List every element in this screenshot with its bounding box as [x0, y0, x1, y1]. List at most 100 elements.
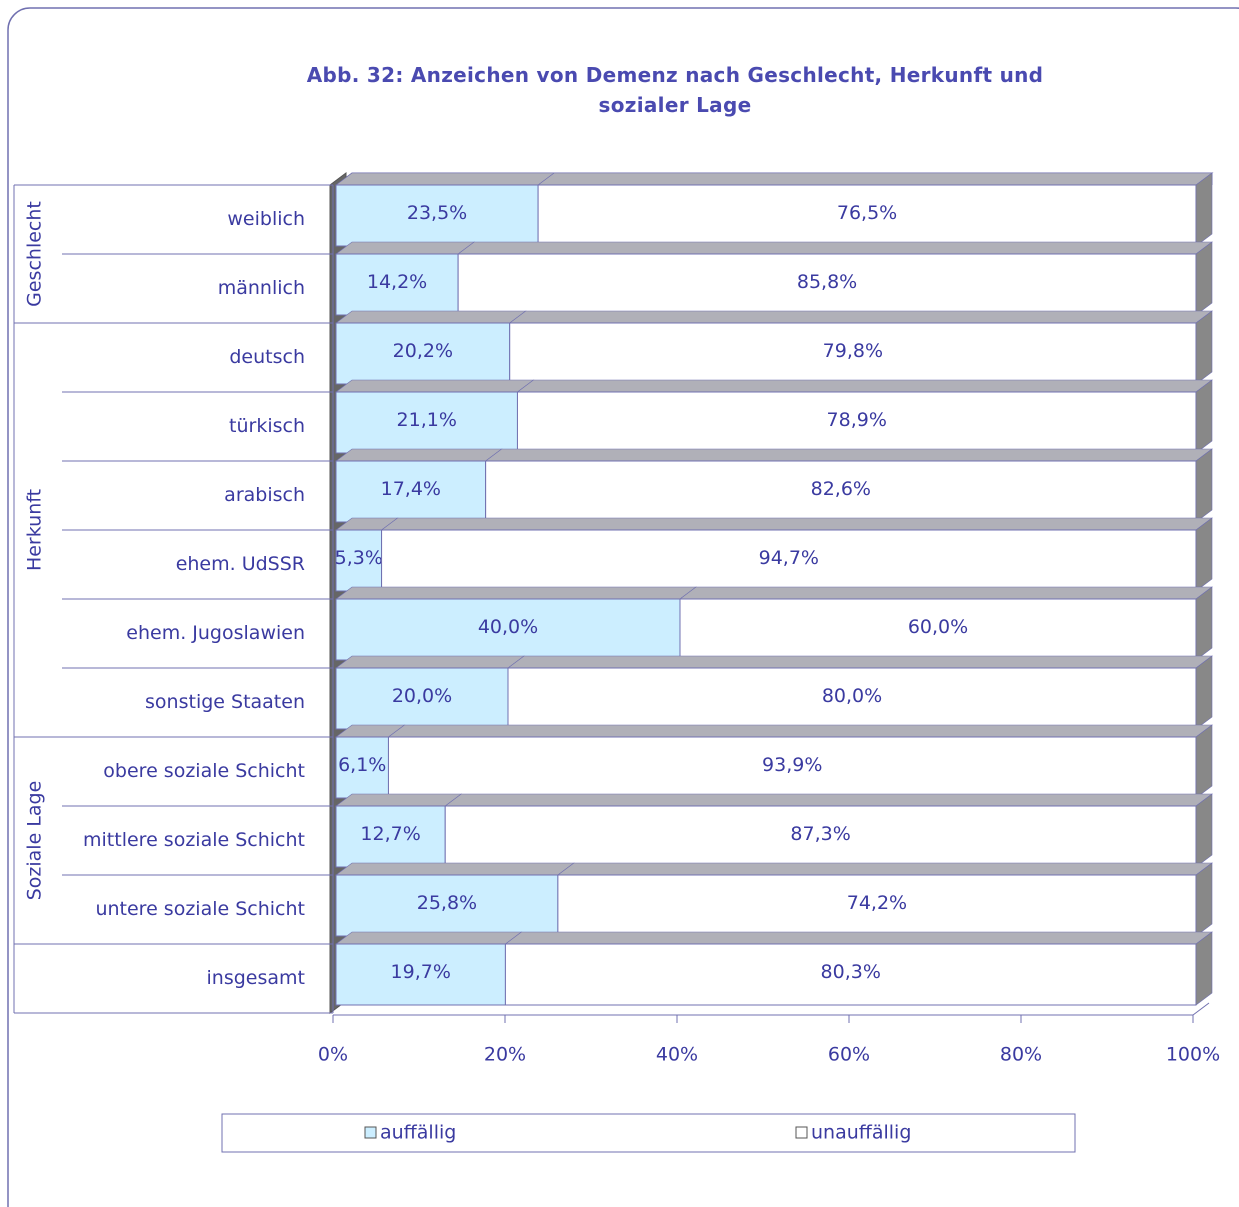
y-tick-label: untere soziale Schicht [95, 898, 305, 920]
data-label: 12,7% [360, 823, 420, 845]
group-label: Geschlecht [24, 201, 46, 307]
data-label: 87,3% [790, 823, 850, 845]
bar [679, 598, 1197, 661]
chart-border [7, 7, 1239, 1207]
data-label: 60,0% [908, 616, 968, 638]
bar [335, 460, 487, 523]
group-label: Herkunft [24, 489, 46, 571]
bar [335, 529, 383, 592]
y-tick-label: obere soziale Schicht [103, 760, 305, 782]
bar-top [335, 379, 535, 393]
bar-top [335, 931, 523, 945]
bar [335, 184, 539, 247]
data-label: 82,6% [811, 478, 871, 500]
y-tick-label: mittlere soziale Schicht [83, 829, 305, 851]
bar-top [537, 172, 1213, 186]
bar-side [1195, 862, 1213, 937]
bar-top [444, 793, 1213, 807]
x-tick-label: 60% [828, 1044, 870, 1066]
bar-side [1195, 793, 1213, 868]
data-label: 79,8% [823, 340, 883, 362]
x-tick-label: 0% [318, 1044, 348, 1066]
group-label: Soziale Lage [24, 781, 46, 901]
data-label: 5,3% [335, 547, 383, 569]
bar-top [335, 793, 463, 807]
bar-top [335, 586, 697, 600]
bar [444, 805, 1197, 868]
bar-top [335, 448, 503, 462]
data-label: 76,5% [837, 202, 897, 224]
bar-side [1195, 172, 1213, 247]
bar-side [1195, 448, 1213, 523]
bar-top [516, 379, 1213, 393]
data-label: 19,7% [391, 961, 451, 983]
y-tick-label: arabisch [224, 484, 305, 506]
x-axis-depth [1192, 1002, 1210, 1016]
data-label: 93,9% [762, 754, 822, 776]
x-tick-label: 20% [484, 1044, 526, 1066]
data-label: 74,2% [847, 892, 907, 914]
data-label: 80,0% [822, 685, 882, 707]
bar-side [1195, 931, 1213, 1006]
bar-side [1195, 586, 1213, 661]
y-tick-label: insgesamt [207, 967, 305, 989]
data-label: 85,8% [797, 271, 857, 293]
bar-top [380, 517, 1213, 531]
bar [557, 874, 1197, 937]
chart-title: Abb. 32: Anzeichen von Demenz nach Gesch… [306, 63, 1044, 117]
bar [335, 943, 506, 1006]
legend-label: unauffällig [811, 1122, 911, 1144]
data-label: 94,7% [759, 547, 819, 569]
bar [335, 874, 559, 937]
data-label: 25,8% [417, 892, 477, 914]
bar-top [335, 862, 575, 876]
bar-top [484, 448, 1213, 462]
bar-side [1195, 379, 1213, 454]
bar [485, 460, 1197, 523]
data-label: 17,4% [381, 478, 441, 500]
x-tick-label: 40% [656, 1044, 698, 1066]
legend-label: auffällig [380, 1122, 456, 1144]
bar-top [679, 586, 1213, 600]
data-label: 20,2% [393, 340, 453, 362]
bar [516, 391, 1197, 454]
bar [457, 253, 1197, 316]
data-label: 40,0% [478, 616, 538, 638]
bar-side [1195, 310, 1213, 385]
bar [335, 322, 511, 385]
bar [335, 598, 681, 661]
data-label: 14,2% [367, 271, 427, 293]
bar [335, 253, 459, 316]
bar-top [335, 310, 527, 324]
y-tick-label: männlich [218, 277, 305, 299]
data-label: 21,1% [397, 409, 457, 431]
bar-side [1195, 655, 1213, 730]
bar-top [387, 724, 1213, 738]
x-tick-label: 100% [1166, 1044, 1220, 1066]
bar-top [556, 862, 1213, 876]
legend-box [221, 1113, 1076, 1153]
bar-side [1195, 241, 1213, 316]
bar-top [335, 655, 525, 669]
bar-top [504, 931, 1213, 945]
y-tick-label: deutsch [229, 346, 305, 368]
bar-top [508, 310, 1213, 324]
data-label: 78,9% [827, 409, 887, 431]
y-tick-label: sonstige Staaten [145, 691, 305, 713]
bar-top [507, 655, 1213, 669]
data-label: 6,1% [338, 754, 386, 776]
data-label: 80,3% [821, 961, 881, 983]
y-tick-label: ehem. Jugoslawien [126, 622, 305, 644]
legend-swatch [364, 1126, 377, 1139]
bar-top [335, 172, 555, 186]
data-label: 23,5% [407, 202, 467, 224]
bar [381, 529, 1197, 592]
bar-side [1195, 724, 1213, 799]
bar [507, 667, 1197, 730]
bar-top [335, 241, 476, 255]
y-tick-label: ehem. UdSSR [176, 553, 305, 575]
bar [335, 391, 518, 454]
bar-side [1195, 517, 1213, 592]
